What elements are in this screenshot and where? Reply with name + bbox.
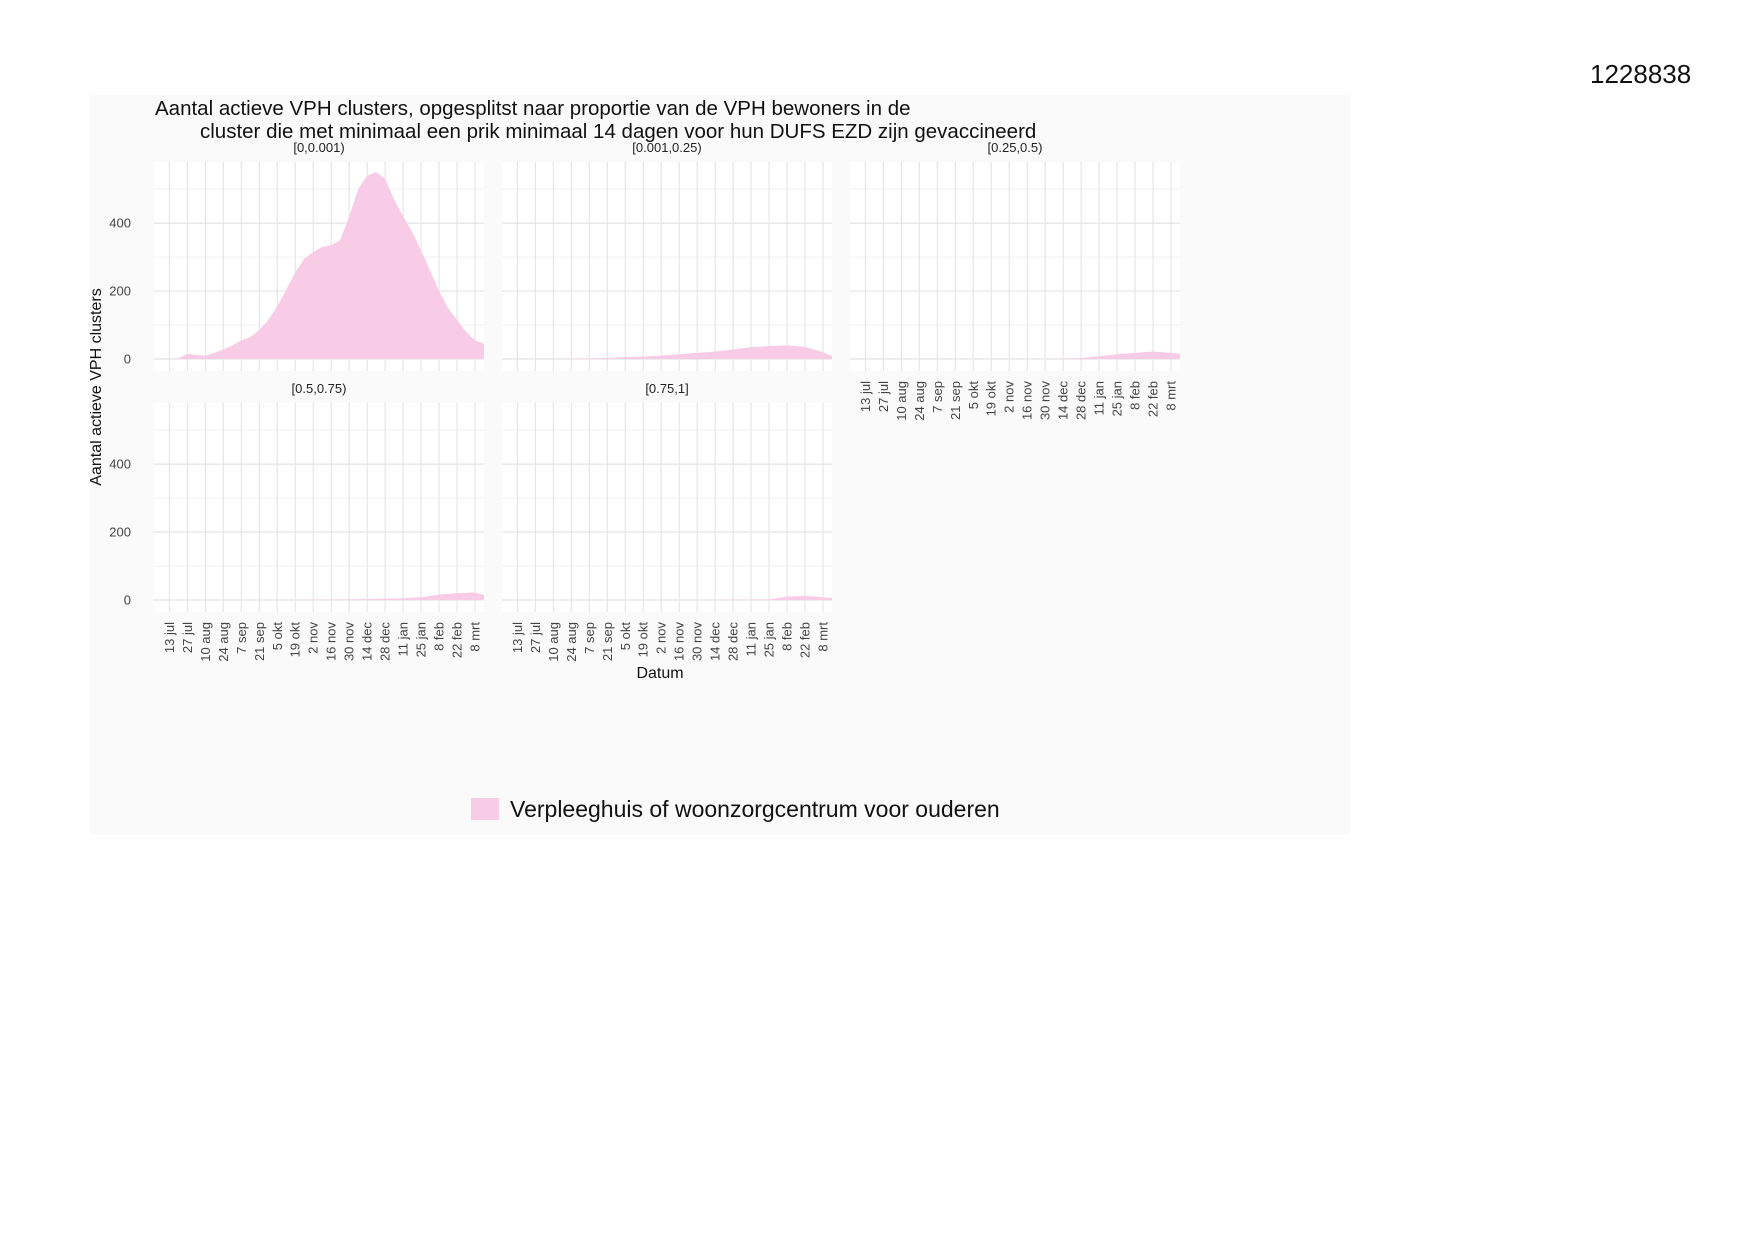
x-tick-label: 22 feb bbox=[450, 622, 465, 658]
legend-label: Verpleeghuis of woonzorgcentrum voor oud… bbox=[510, 795, 1000, 822]
x-tick-label: 14 dec bbox=[1056, 381, 1071, 421]
document-id: 1228838 bbox=[1590, 59, 1692, 89]
legend-swatch bbox=[471, 798, 499, 820]
x-tick-label: 8 feb bbox=[1128, 381, 1143, 410]
x-tick-label: 30 nov bbox=[690, 622, 705, 662]
x-tick-label: 24 aug bbox=[564, 622, 579, 662]
y-tick-label: 400 bbox=[109, 216, 131, 231]
x-tick-label: 28 dec bbox=[726, 622, 741, 662]
x-tick-label: 5 okt bbox=[618, 622, 633, 651]
x-tick-label: 25 jan bbox=[1110, 381, 1125, 416]
faceted-area-chart: [0,0.001) 0 200 400 [0.001,0.25) [0.25,0.5) 13… bbox=[90, 95, 1350, 835]
y-tick-label: 400 bbox=[109, 457, 131, 472]
area-series bbox=[517, 345, 832, 359]
x-tick-label: 21 sep bbox=[252, 622, 267, 661]
x-tick-label: 8 feb bbox=[432, 622, 447, 651]
y-tick-label: 0 bbox=[124, 352, 131, 367]
x-tick-label: 24 aug bbox=[216, 622, 231, 662]
x-tick-label: 28 dec bbox=[378, 622, 393, 662]
x-tick-label: 19 okt bbox=[984, 381, 999, 417]
y-tick-label: 200 bbox=[109, 284, 131, 299]
x-tick-label: 13 jul bbox=[858, 381, 873, 412]
x-tick-label: 27 jul bbox=[528, 622, 543, 653]
panel-strip-label: [0.5,0.75) bbox=[292, 381, 347, 396]
x-tick-label: 25 jan bbox=[762, 622, 777, 657]
x-tick-label: 8 mrt bbox=[1164, 381, 1179, 411]
x-tick-label: 2 nov bbox=[654, 622, 669, 654]
y-tick-label: 200 bbox=[109, 525, 131, 540]
x-tick-label: 10 aug bbox=[546, 622, 561, 662]
panel-background bbox=[154, 403, 484, 612]
area-series bbox=[169, 592, 484, 600]
x-tick-label: 2 nov bbox=[1002, 381, 1017, 413]
chart-canvas: [0,0.001) 0 200 400 [0.001,0.25) [0.25,0.5) 13… bbox=[90, 140, 1180, 682]
x-tick-label: 27 jul bbox=[876, 381, 891, 412]
x-tick-label: 21 sep bbox=[948, 381, 963, 420]
x-tick-label: 21 sep bbox=[600, 622, 615, 661]
x-tick-label: 14 dec bbox=[708, 622, 723, 662]
x-tick-label: 2 nov bbox=[306, 622, 321, 654]
panel-strip-label: [0.25,0.5) bbox=[988, 140, 1043, 155]
x-tick-label: 25 jan bbox=[414, 622, 429, 657]
panel-background bbox=[502, 162, 832, 371]
x-tick-label: 7 sep bbox=[234, 622, 249, 654]
x-tick-label: 14 dec bbox=[360, 622, 375, 662]
x-tick-label: 28 dec bbox=[1074, 381, 1089, 421]
x-tick-label: 19 okt bbox=[636, 622, 651, 658]
x-tick-label: 5 okt bbox=[966, 381, 981, 410]
x-tick-label: 16 nov bbox=[672, 622, 687, 662]
x-tick-label: 11 jan bbox=[396, 622, 411, 656]
x-tick-label: 24 aug bbox=[912, 381, 927, 421]
area-series bbox=[517, 595, 832, 600]
area-series bbox=[169, 172, 484, 359]
x-tick-label: 16 nov bbox=[1020, 381, 1035, 421]
legend: Verpleeghuis of woonzorgcentrum voor oud… bbox=[471, 794, 1000, 824]
x-tick-label: 11 jan bbox=[744, 622, 759, 656]
x-tick-label: 13 jul bbox=[162, 622, 177, 653]
x-tick-label: 7 sep bbox=[930, 381, 945, 413]
area-series bbox=[865, 351, 1180, 359]
x-tick-label: 11 jan bbox=[1092, 381, 1107, 415]
x-tick-label: 8 mrt bbox=[468, 622, 483, 652]
x-tick-label: 8 feb bbox=[780, 622, 795, 651]
x-tick-label: 8 mrt bbox=[816, 622, 831, 652]
x-tick-label: 19 okt bbox=[288, 622, 303, 658]
x-tick-label: 16 nov bbox=[324, 622, 339, 662]
panel-strip-label: [0.75,1] bbox=[645, 381, 688, 396]
y-axis-title: Aantal actieve VPH clusters bbox=[90, 288, 105, 485]
x-tick-label: 13 jul bbox=[510, 622, 525, 653]
x-tick-label: 30 nov bbox=[1038, 381, 1053, 421]
panel-background bbox=[850, 162, 1180, 371]
x-tick-label: 30 nov bbox=[342, 622, 357, 662]
x-tick-label: 7 sep bbox=[582, 622, 597, 654]
x-tick-label: 27 jul bbox=[180, 622, 195, 653]
x-tick-label: 10 aug bbox=[198, 622, 213, 662]
panel-strip-label: [0,0.001) bbox=[293, 140, 344, 155]
x-tick-label: 22 feb bbox=[798, 622, 813, 658]
x-tick-label: 22 feb bbox=[1146, 381, 1161, 417]
chart-title-line-1: Aantal actieve VPH clusters, opgesplitst… bbox=[155, 97, 911, 120]
panel-strip-label: [0.001,0.25) bbox=[632, 140, 701, 155]
y-tick-label: 0 bbox=[124, 593, 131, 608]
x-tick-label: 5 okt bbox=[270, 622, 285, 651]
x-axis-title: Datum bbox=[636, 665, 683, 682]
x-tick-label: 10 aug bbox=[894, 381, 909, 421]
chart-title-line-2: cluster die met minimaal een prik minima… bbox=[200, 120, 1037, 143]
panel-background bbox=[502, 403, 832, 612]
